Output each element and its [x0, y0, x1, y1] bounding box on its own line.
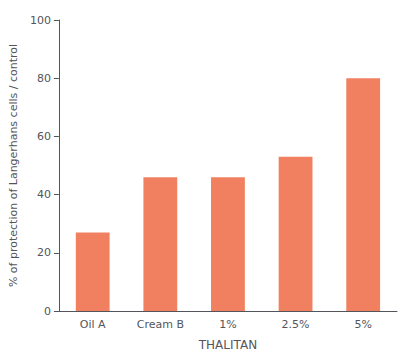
svg-text:20: 20 — [37, 246, 51, 259]
svg-text:5%: 5% — [354, 318, 371, 331]
svg-text:Oil A: Oil A — [80, 318, 106, 331]
svg-text:40: 40 — [37, 188, 51, 201]
svg-text:80: 80 — [37, 72, 51, 85]
svg-text:100: 100 — [30, 14, 51, 27]
svg-text:60: 60 — [37, 130, 51, 143]
svg-text:Cream B: Cream B — [137, 318, 184, 331]
svg-text:1%: 1% — [219, 318, 236, 331]
svg-text:0: 0 — [44, 305, 51, 318]
svg-text:2.5%: 2.5% — [282, 318, 310, 331]
svg-text:% of protection of Langerhans: % of protection of Langerhans cells / co… — [7, 44, 20, 287]
svg-text:THALITAN: THALITAN — [198, 338, 257, 352]
